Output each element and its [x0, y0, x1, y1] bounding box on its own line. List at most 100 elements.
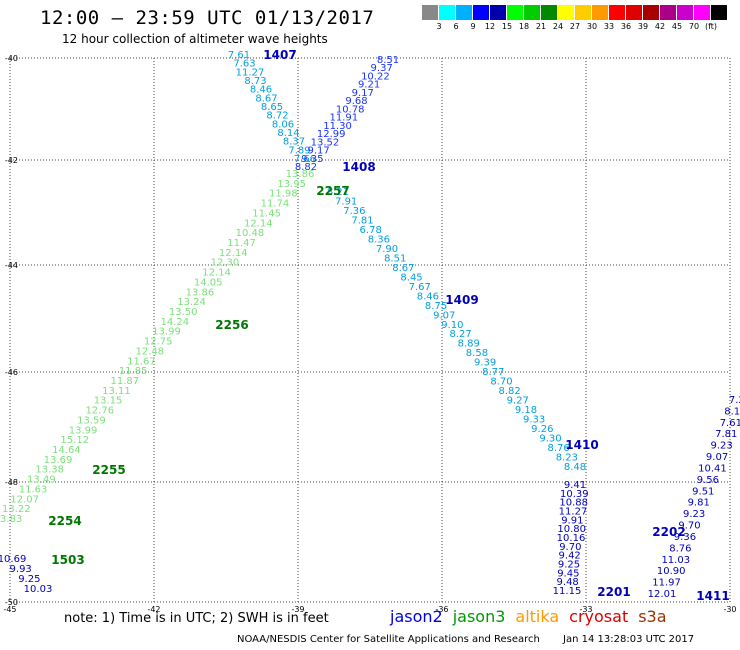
- wave-height-value: 8.65: [261, 102, 283, 113]
- wave-height-value: 11.85: [119, 366, 148, 377]
- wave-height-value: 9.56: [697, 475, 719, 486]
- wave-height-value: 8.89: [458, 339, 480, 350]
- wave-height-value: 9.93: [10, 564, 32, 575]
- wave-height-value: 13.99: [152, 327, 181, 338]
- legend-tick: 30: [586, 22, 598, 31]
- legend-swatch: [694, 5, 711, 20]
- wave-height-value: 9.07: [433, 310, 455, 321]
- wave-height-value: 12.75: [144, 337, 173, 348]
- wave-height-value: 9.33: [523, 415, 545, 426]
- orbit-label: 1411: [696, 589, 729, 603]
- wave-height-value: 11.74: [261, 199, 290, 210]
- orbit-label: 2256: [215, 318, 248, 332]
- wave-height-value: 10.48: [236, 228, 265, 239]
- wave-height-value: 9.51: [692, 486, 714, 497]
- wave-height-value: 10.90: [657, 566, 686, 577]
- wave-height-value: 9.07: [706, 452, 728, 463]
- wave-height-value: 9.70: [559, 542, 581, 553]
- longitude-label: -33: [579, 605, 592, 614]
- wave-height-value: 8.45: [400, 272, 422, 283]
- wave-height-value: 9.36: [674, 532, 696, 543]
- wave-height-value: 12.07: [10, 494, 39, 505]
- orbit-label: 1503: [51, 553, 84, 567]
- wave-height-value: 7.36: [343, 206, 365, 217]
- track-2257: 13.8613.9511.9811.7411.4512.1410.4811.47…: [0, 169, 314, 525]
- wave-height-value: 8.23: [556, 453, 578, 464]
- legend-tick: 70: [688, 22, 700, 31]
- legend-swatch: [592, 5, 609, 20]
- wave-height-value: 9.23: [711, 441, 733, 452]
- legend-tick: 9: [470, 22, 476, 31]
- wave-height-value: 8.72: [266, 111, 288, 122]
- legend-tick: 24: [552, 22, 564, 31]
- wave-height-value: 13.95: [277, 179, 306, 190]
- wave-height-value: 11.63: [19, 484, 48, 495]
- legend-swatch: [422, 5, 439, 20]
- wave-height-value: 13.52: [311, 137, 340, 148]
- wave-height-value: 10.80: [557, 524, 586, 535]
- wave-height-value: 10.78: [336, 104, 365, 115]
- wave-height-value: 8.21: [327, 187, 349, 198]
- orbit-label: 1407: [263, 48, 296, 62]
- longitude-label: -36: [435, 605, 448, 614]
- wave-height-value: 9.91: [561, 515, 583, 526]
- legend-swatch: [473, 5, 490, 20]
- wave-height-value: 7.67: [409, 282, 431, 293]
- credit-text: NOAA/NESDIS Center for Satellite Applica…: [237, 634, 540, 645]
- wave-height-value: 9.70: [678, 521, 700, 532]
- wave-height-value: 11.27: [559, 507, 588, 518]
- longitude-label: -42: [147, 605, 160, 614]
- wave-height-value: 9.48: [557, 577, 579, 588]
- wave-height-value: 13.11: [102, 386, 131, 397]
- satellite-jason2: jason2: [390, 607, 443, 626]
- orbit-label: 2257: [316, 184, 349, 198]
- legend-tick: 42: [654, 22, 666, 31]
- wave-height-value: 14.05: [194, 277, 223, 288]
- latitude-label: -44: [5, 261, 18, 270]
- wave-height-value: 11.27: [236, 67, 265, 78]
- wave-height-value: 12.14: [244, 218, 273, 229]
- wave-height-value: 7.66: [294, 154, 316, 165]
- legend-swatch: [439, 5, 456, 20]
- wave-height-value: 11.03: [661, 555, 690, 566]
- wave-height-value: 7.61: [228, 50, 250, 61]
- wave-height-value: 9.37: [371, 63, 393, 74]
- wave-height-value: 9.18: [515, 405, 537, 416]
- wave-height-value: 9.10: [441, 320, 463, 331]
- wave-height-value: 12.30: [211, 258, 240, 269]
- legend-swatch: [609, 5, 626, 20]
- wave-height-value: 10.88: [559, 498, 588, 509]
- legend-tick: 18: [518, 22, 530, 31]
- wave-height-value: 8.67: [392, 263, 414, 274]
- wave-height-value: 8.46: [417, 291, 439, 302]
- wave-height-value: 9.42: [559, 551, 581, 562]
- wave-height-value: 9.39: [474, 358, 496, 369]
- legend-tick: 15: [501, 22, 513, 31]
- orbit-label: 2201: [597, 585, 630, 599]
- wave-height-value: 9.45: [557, 568, 579, 579]
- credit-timestamp: Jan 14 13:28:03 UTC 2017: [563, 634, 695, 645]
- wave-height-value: 13.83: [0, 514, 22, 525]
- track-1408: 8.519.3710.229.219.179.6810.7811.9111.30…: [295, 55, 399, 173]
- wave-height-points: 7.617.6311.278.738.468.678.658.728.068.1…: [0, 50, 740, 600]
- footer-note: note: 1) Time is in UTC; 2) SWH is in fe…: [64, 611, 329, 626]
- orbit-label: 1409: [445, 293, 478, 307]
- legend-swatch: [524, 5, 541, 20]
- wave-height-value: 8.51: [377, 55, 399, 66]
- wave-height-value: 8.48: [564, 462, 586, 473]
- wave-height-value: 6.78: [360, 225, 382, 236]
- wave-height-value: 11.98: [269, 189, 298, 200]
- wave-height-value: 11.91: [330, 113, 359, 124]
- wave-height-value: 8.82: [295, 162, 317, 173]
- wave-height-value: 8.27: [449, 329, 471, 340]
- orbit-label: 2255: [92, 463, 125, 477]
- wave-height-value: 8.14: [277, 128, 299, 139]
- wave-height-value: 13.22: [2, 504, 31, 515]
- wave-height-value: 10.03: [24, 584, 53, 595]
- map-grid: [9, 57, 731, 603]
- legend-tick: 33: [603, 22, 615, 31]
- legend-swatch: [575, 5, 592, 20]
- legend-tick: 6: [453, 22, 459, 31]
- wave-height-value: 13.86: [186, 287, 215, 298]
- page-title: 12:00 – 23:59 UTC 01/13/2017: [40, 7, 375, 29]
